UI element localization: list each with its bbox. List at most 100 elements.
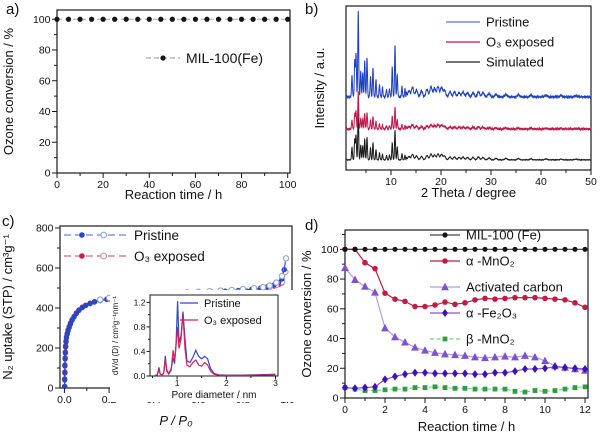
marker-diamond <box>432 369 438 378</box>
marker-circle <box>422 246 428 252</box>
marker-triangle <box>441 282 449 291</box>
marker-circle <box>123 16 129 22</box>
marker-circle <box>273 279 280 286</box>
marker-circle <box>582 304 588 311</box>
marker-diamond <box>522 364 528 374</box>
marker-circle <box>62 356 68 362</box>
marker-circle <box>442 246 448 252</box>
x-tick-label: 100 <box>279 179 297 191</box>
marker-circle <box>492 296 498 302</box>
x-tick-label: 20 <box>435 176 447 188</box>
panel-c-inset-plot: 1 2 3 0.0 0.4 0.8 1.2 Pore diameter / nm dV/d (D… <box>110 290 295 402</box>
marker-circle <box>61 383 68 390</box>
chart-b: 10 20 30 40 50 2 Theta / degree Intensity / a.… <box>312 5 597 200</box>
marker-circle <box>572 300 578 306</box>
x-tick-label: 0.0 <box>57 394 72 406</box>
marker-circle <box>532 246 538 252</box>
series-area <box>154 301 276 377</box>
marker-circle <box>442 258 448 264</box>
marker-diamond <box>572 364 578 373</box>
axes-ticks: 1 2 3 0.0 0.4 0.8 1.2 <box>134 297 278 388</box>
marker-circle <box>542 295 548 302</box>
marker-diamond <box>472 370 478 379</box>
marker-diamond <box>342 383 348 392</box>
marker-square <box>582 384 588 390</box>
y-tick-label: 400 <box>36 303 54 315</box>
marker-circle <box>112 16 118 22</box>
marker-triangle <box>481 353 489 362</box>
marker-circle <box>362 246 368 252</box>
y-axis-label: Ozone conversion / % <box>1 27 16 155</box>
y-tick-label: 1.2 <box>134 297 146 307</box>
marker-circle <box>472 297 478 303</box>
panel-a-plot: 0 20 40 60 80 100 0 20 40 60 80 100 Reaction time / … <box>1 9 297 202</box>
marker-circle <box>532 294 538 301</box>
legend-item-simulated: Simulated <box>446 55 544 70</box>
x-axis-label: Reaction time / h <box>418 419 516 434</box>
panel-tag-c: c) <box>2 213 15 230</box>
marker-circle <box>382 290 388 296</box>
legend-label: MIL-100 (Fe) <box>466 228 541 243</box>
panel-tag-b: b) <box>305 1 319 18</box>
legend-label: Pristine <box>486 15 529 30</box>
marker-circle <box>452 301 458 308</box>
series-area <box>345 10 592 162</box>
marker-square <box>572 385 578 390</box>
chart-a: 0 20 40 60 80 100 0 20 40 60 80 100 Reaction time / … <box>1 9 297 202</box>
marker-circle <box>62 350 69 356</box>
marker-square <box>532 388 538 393</box>
chart-d: 0 2 4 6 8 10 12 0 20 40 60 80 100 Reaction time / h Oz… <box>300 228 591 434</box>
marker-triangle <box>531 352 539 361</box>
marker-square <box>492 386 498 392</box>
marker-circle <box>100 252 108 260</box>
marker-square <box>402 386 408 392</box>
marker-circle <box>100 16 106 22</box>
chart-c_inset: 1 2 3 0.0 0.4 0.8 1.2 Pore diameter / nm dV/d (D… <box>110 290 295 402</box>
y-tick-label: 80 <box>39 45 51 57</box>
y-tick-label: 200 <box>36 343 54 355</box>
marker-diamond <box>442 369 448 378</box>
marker-circle <box>582 246 588 252</box>
series-mil-100-fe <box>54 16 291 22</box>
marker-square <box>462 385 468 391</box>
marker-circle <box>259 283 267 291</box>
marker-circle <box>215 16 222 22</box>
marker-diamond <box>512 367 518 376</box>
series-area <box>54 16 291 22</box>
marker-diamond <box>482 370 488 379</box>
marker-circle <box>262 16 268 22</box>
marker-diamond <box>462 369 468 378</box>
legend-item-mno: α -MnO₂ <box>430 254 515 269</box>
y-axis-label: Intensity / a.u. <box>312 48 327 129</box>
y-tick-label: 600 <box>36 263 54 275</box>
legend-label: α -MnO₂ <box>466 254 515 269</box>
marker-square <box>502 386 508 392</box>
marker-square <box>442 385 448 390</box>
marker-diamond <box>562 363 568 372</box>
series-simulated <box>345 109 592 162</box>
series-activated-carbon <box>341 263 589 374</box>
marker-circle <box>502 295 508 302</box>
x-tick-label: 10 <box>539 404 551 416</box>
y-tick-label: 800 <box>36 223 54 235</box>
marker-circle <box>158 16 164 22</box>
marker-circle <box>502 246 508 252</box>
x-axis-label: Reaction time / h <box>125 187 223 202</box>
marker-triangle <box>501 352 509 360</box>
marker-circle <box>402 298 408 305</box>
marker-diamond <box>402 370 408 379</box>
marker-triangle <box>401 337 409 346</box>
marker-circle <box>392 296 398 302</box>
marker-circle <box>273 16 279 22</box>
marker-circle <box>278 272 286 280</box>
plot-frame <box>344 229 589 399</box>
marker-circle <box>432 246 438 252</box>
marker-circle <box>462 300 468 306</box>
marker-circle <box>160 55 166 61</box>
marker-triangle <box>411 343 419 351</box>
marker-circle <box>227 16 233 22</box>
legend-item-o-exposed: O₃ exposed <box>180 315 262 327</box>
legend-label: O₃ exposed <box>134 249 205 264</box>
legend-label: Pristine <box>204 298 241 310</box>
marker-triangle <box>521 351 529 359</box>
